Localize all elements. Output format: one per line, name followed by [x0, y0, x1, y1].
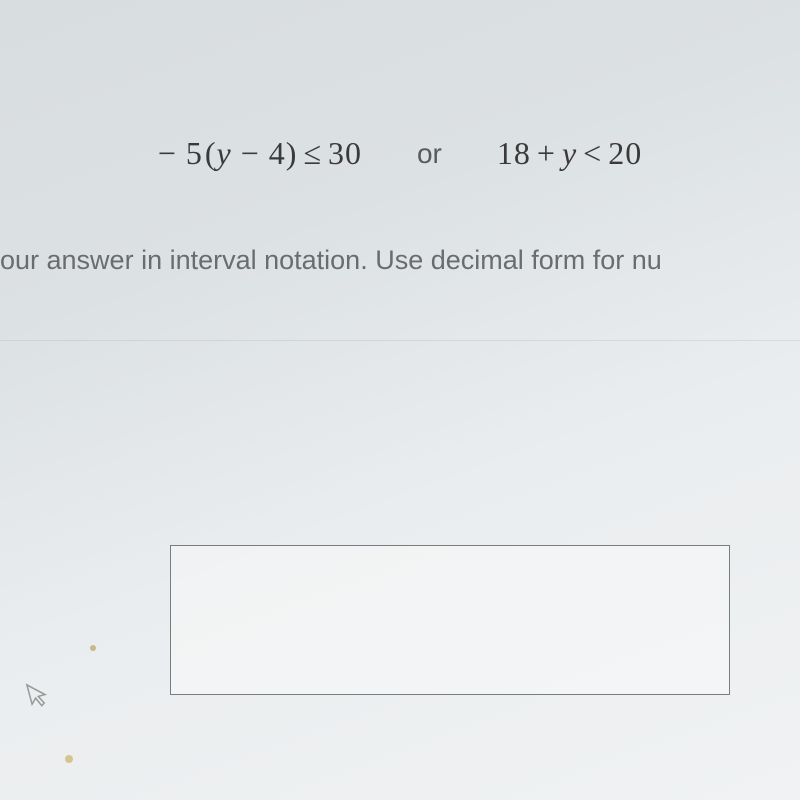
connector-or: or — [417, 138, 442, 170]
answer-input-box[interactable] — [170, 545, 730, 695]
screen-speck — [90, 645, 96, 651]
section-divider — [0, 340, 800, 341]
math-expression-row: − 5(y − 4)≤30 or 18+y<20 — [0, 135, 800, 172]
instruction-text: our answer in interval notation. Use dec… — [0, 245, 800, 276]
cursor-icon — [23, 678, 56, 721]
negative-sign: − 5 — [158, 135, 203, 171]
screen-speck — [65, 755, 73, 763]
inequality-right: 18+y<20 — [497, 135, 642, 172]
inequality-left: − 5(y − 4)≤30 — [158, 135, 362, 172]
